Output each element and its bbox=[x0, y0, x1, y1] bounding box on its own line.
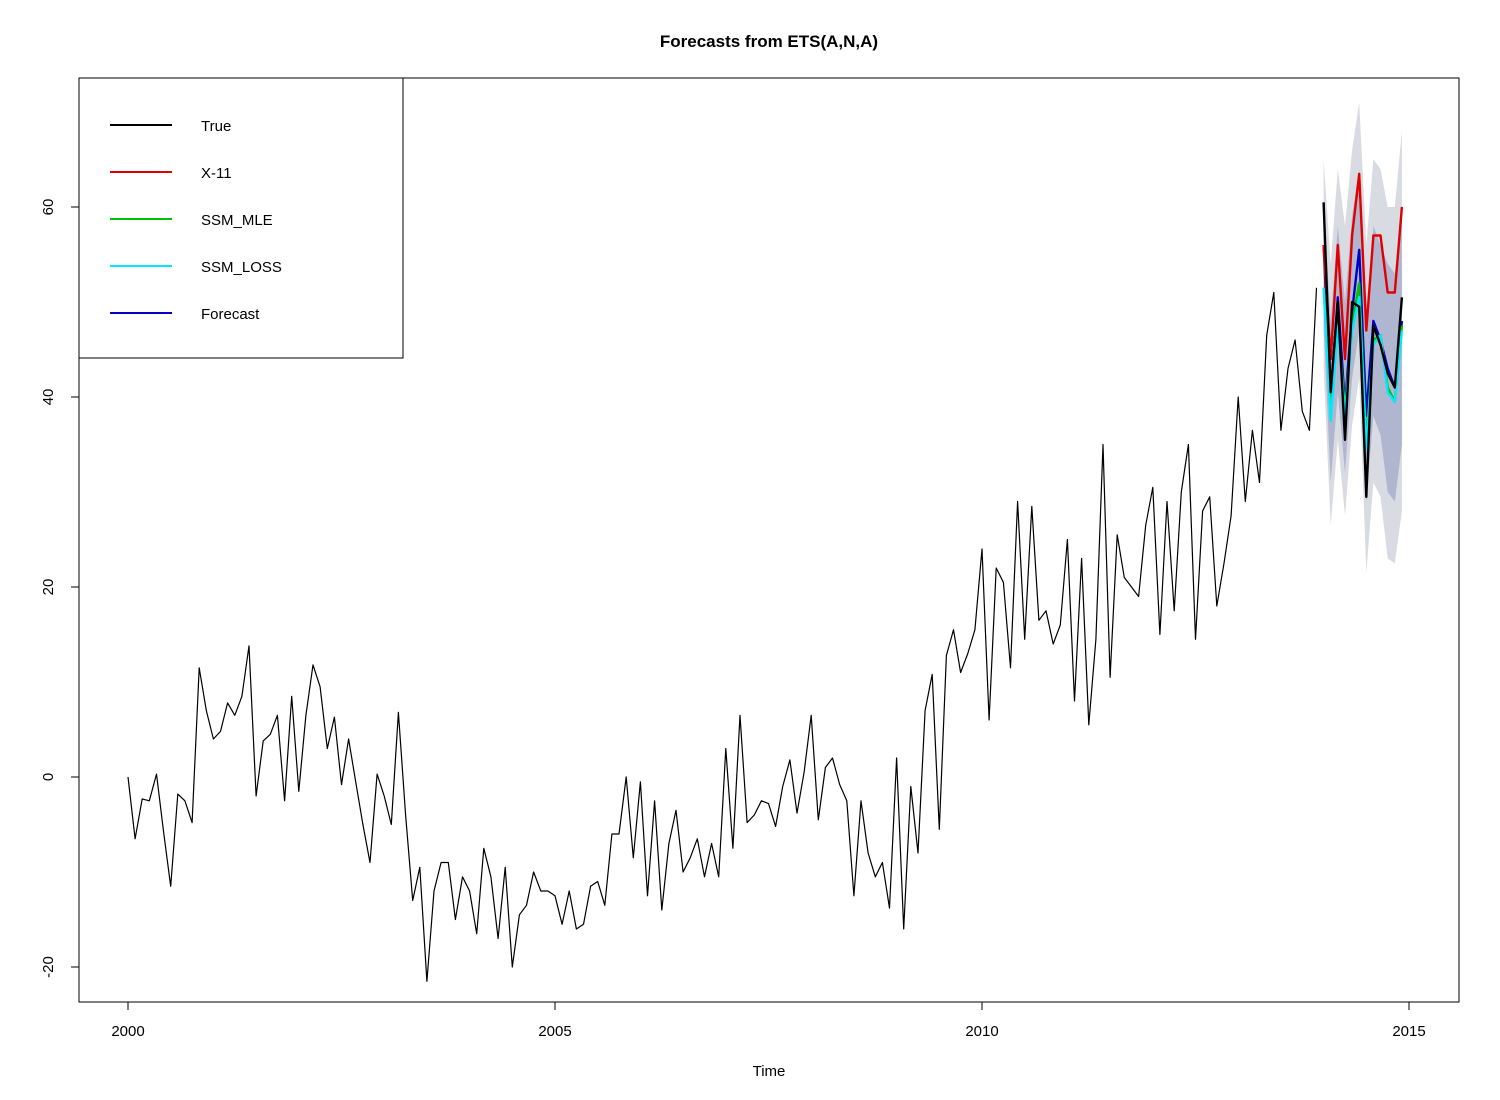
y-tick-label: 20 bbox=[40, 579, 57, 596]
x-tick-label: 2005 bbox=[538, 1023, 571, 1040]
legend-entry-label: SSM_LOSS bbox=[201, 259, 282, 276]
y-tick-label: 0 bbox=[40, 773, 57, 781]
legend-entry-label: X-11 bbox=[201, 165, 232, 182]
history-series-line bbox=[127, 287, 1318, 982]
legend-entry-label: Forecast bbox=[201, 306, 260, 323]
y-tick-label: 60 bbox=[40, 199, 57, 216]
legend-entry-label: True bbox=[201, 118, 231, 135]
y-tick-label: 40 bbox=[40, 389, 57, 406]
chart-title: Forecasts from ETS(A,N,A) bbox=[660, 32, 878, 51]
legend: True X-11 SSM_MLE SSM_LOSS Forecast bbox=[78, 77, 404, 359]
series-line-x-11 bbox=[1322, 172, 1404, 361]
x-tick-label: 2010 bbox=[965, 1023, 998, 1040]
y-axis: -20 0 20 40 60 bbox=[40, 199, 80, 978]
series-line-true bbox=[1322, 202, 1404, 498]
series-lines bbox=[127, 172, 1404, 982]
legend-entry-label: SSM_MLE bbox=[201, 212, 273, 229]
y-tick-label: -20 bbox=[40, 956, 57, 978]
x-tick-label: 2015 bbox=[1392, 1023, 1425, 1040]
x-axis-label: Time bbox=[753, 1063, 786, 1080]
x-tick-label: 2000 bbox=[111, 1023, 144, 1040]
x-axis: 2000 2005 2010 2015 bbox=[111, 1001, 1426, 1040]
